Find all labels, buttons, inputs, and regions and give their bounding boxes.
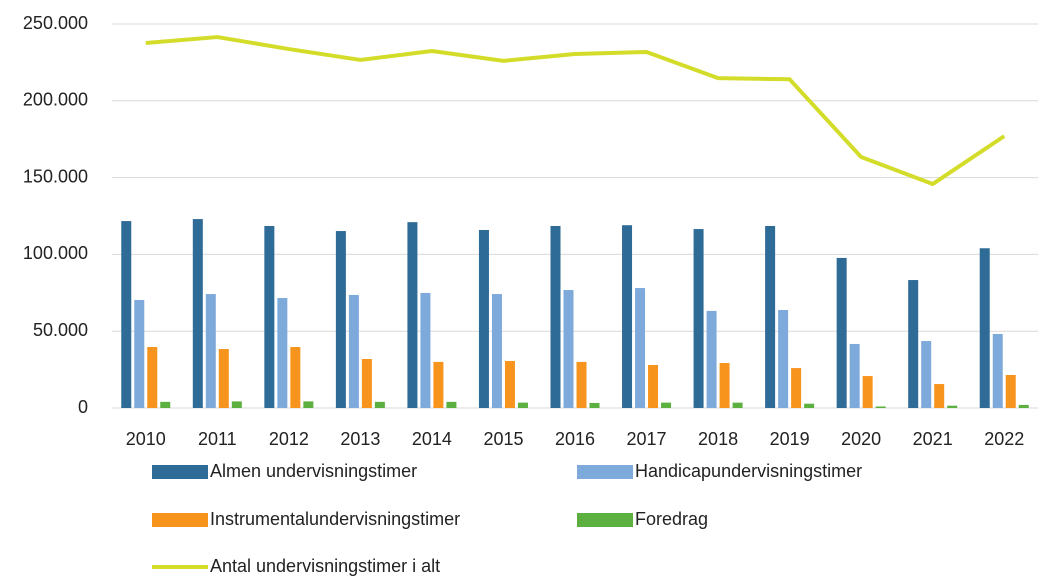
bar <box>160 401 171 408</box>
bar <box>277 298 288 408</box>
bar <box>303 401 314 408</box>
bar <box>446 401 457 408</box>
bar <box>661 402 672 408</box>
bar <box>732 402 743 408</box>
bar <box>264 225 275 408</box>
bar <box>407 222 418 408</box>
y-tick-label: 200.000 <box>23 90 88 110</box>
x-tick-label: 2010 <box>126 429 166 449</box>
bar <box>992 333 1003 408</box>
legend-label: Almen undervisningstimer <box>210 461 417 481</box>
bar <box>1005 374 1016 408</box>
bar <box>433 361 444 408</box>
bar <box>778 310 789 408</box>
bar <box>648 364 659 408</box>
bar <box>836 257 847 408</box>
bar <box>231 401 242 408</box>
bar <box>420 292 431 408</box>
bar <box>791 368 802 408</box>
bar <box>849 343 860 408</box>
x-tick-label: 2020 <box>841 429 881 449</box>
bar <box>862 376 873 408</box>
bar <box>622 225 633 408</box>
bar <box>1018 404 1029 408</box>
x-tick-label: 2012 <box>269 429 309 449</box>
x-tick-label: 2017 <box>627 429 667 449</box>
x-tick-label: 2011 <box>198 429 237 449</box>
legend-swatch <box>152 465 208 479</box>
legend-label: Foredrag <box>635 509 708 529</box>
bar <box>589 402 600 408</box>
bar <box>563 290 574 408</box>
bar <box>504 360 515 408</box>
bar <box>478 229 489 408</box>
bar <box>491 294 502 408</box>
bar <box>576 361 587 408</box>
bar <box>290 347 301 408</box>
y-tick-label: 150.000 <box>23 166 88 186</box>
bar <box>875 406 886 408</box>
bar <box>205 294 216 408</box>
x-tick-label: 2015 <box>483 429 523 449</box>
legend-swatch <box>152 513 208 527</box>
bar <box>947 405 958 408</box>
line <box>145 35 1006 187</box>
bar <box>804 403 815 408</box>
bar <box>934 384 945 408</box>
bar <box>517 402 528 408</box>
bar <box>908 280 919 408</box>
bar <box>765 225 776 408</box>
bar <box>218 349 229 408</box>
legend-label: Handicapundervisningstimer <box>635 461 862 481</box>
bar <box>550 225 561 408</box>
bar <box>121 221 132 408</box>
bar <box>335 231 346 408</box>
legend-label: Antal undervisningstimer i alt <box>210 556 440 576</box>
x-tick-label: 2019 <box>770 429 810 449</box>
x-tick-label: 2018 <box>698 429 738 449</box>
y-tick-label: 50.000 <box>33 320 88 340</box>
y-tick-label: 100.000 <box>23 243 88 263</box>
y-tick-label: 250.000 <box>23 13 88 33</box>
bar <box>706 310 717 408</box>
bar <box>693 229 704 408</box>
bar <box>719 362 730 408</box>
bar <box>361 359 372 408</box>
x-tick-label: 2016 <box>555 429 595 449</box>
legend-label: Instrumentalundervisningstimer <box>210 509 460 529</box>
y-tick-label: 0 <box>78 397 88 417</box>
x-tick-label: 2014 <box>412 429 452 449</box>
legend-swatch <box>577 513 633 527</box>
bar <box>348 294 359 408</box>
legend-swatch <box>577 465 633 479</box>
x-tick-label: 2021 <box>913 429 953 449</box>
bar <box>921 341 932 408</box>
bar <box>192 219 203 408</box>
bar <box>979 248 990 408</box>
bar <box>147 347 158 408</box>
bar <box>374 401 385 408</box>
x-tick-label: 2013 <box>340 429 380 449</box>
x-tick-label: 2022 <box>984 429 1024 449</box>
bar <box>635 288 646 408</box>
bar <box>134 300 145 408</box>
